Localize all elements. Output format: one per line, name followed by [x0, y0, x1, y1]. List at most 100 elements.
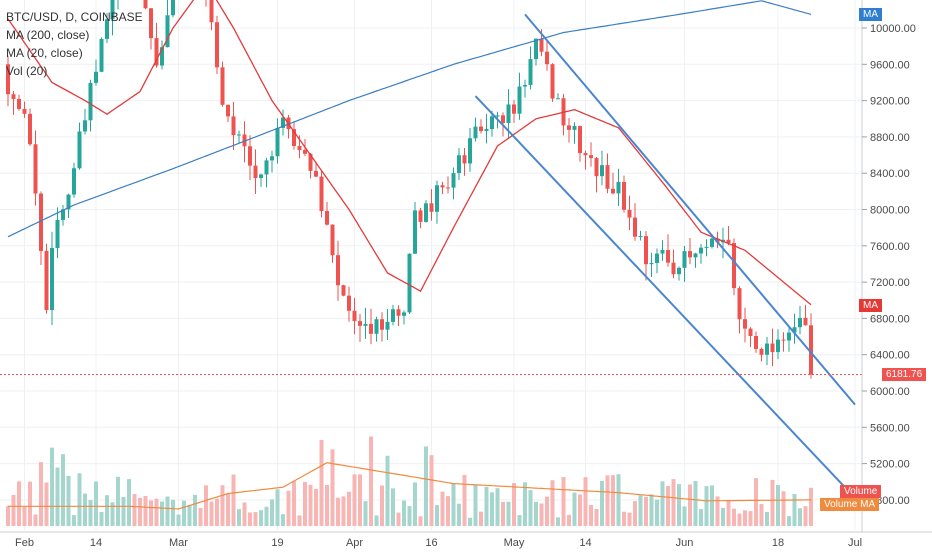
volume-bar: [160, 501, 164, 526]
volume-bar: [308, 484, 313, 526]
candle-body: [253, 165, 258, 179]
volume-bar: [204, 485, 208, 526]
candle-body: [776, 339, 780, 353]
volume-bar: [132, 494, 137, 526]
volume-bar: [6, 506, 10, 526]
y-tick-label: 7600.00: [870, 241, 910, 253]
candle-body: [325, 211, 329, 225]
candle-body: [17, 98, 21, 109]
candlesticks: [6, 0, 813, 379]
volume-bar: [374, 515, 379, 526]
volume-bar: [292, 481, 296, 526]
volume-bar: [407, 506, 412, 526]
candle-body: [754, 335, 758, 349]
candle-body: [781, 339, 786, 341]
candle-body: [770, 343, 775, 353]
volume-bar: [473, 484, 478, 526]
volume-bar: [578, 494, 582, 526]
volume-bar: [638, 495, 643, 526]
volume-bar: [363, 501, 368, 526]
candle-body: [336, 255, 340, 286]
candle-body: [539, 38, 544, 52]
candle-body: [303, 150, 307, 154]
channel-lower-line: [474, 95, 845, 487]
candle-body: [72, 168, 76, 195]
candle-body: [105, 19, 109, 39]
candle-body: [556, 98, 560, 100]
volume-bar: [605, 475, 610, 526]
candle-body: [501, 115, 505, 124]
y-tick-label: 9200.00: [870, 96, 910, 108]
y-tick-label: 10000.00: [870, 23, 916, 35]
candle-body: [149, 8, 153, 39]
volume-bar: [688, 484, 692, 526]
candle-body: [462, 155, 467, 164]
x-tick-label: 14: [90, 537, 102, 549]
volume-bar: [699, 509, 703, 526]
candle-body: [468, 138, 472, 164]
candle-body: [220, 67, 225, 105]
candle-body: [732, 242, 736, 289]
volume-bar: [413, 482, 417, 526]
symbol-label: BTC/USD, D, COINBASE: [6, 10, 143, 24]
volume-bar: [380, 485, 384, 526]
candle-body: [374, 319, 379, 334]
volume-bar: [259, 510, 263, 526]
volume-bar: [534, 501, 538, 526]
candle-body: [622, 182, 626, 210]
candle-body: [759, 348, 764, 355]
volume-bar: [39, 462, 43, 526]
candle-body: [677, 267, 681, 275]
candle-body: [682, 251, 687, 268]
x-tick-label: 18: [772, 537, 784, 549]
volume-bar: [765, 511, 769, 526]
candle-body: [275, 127, 280, 157]
candle-body: [594, 158, 599, 177]
volume-bar: [589, 504, 593, 526]
volume-bar: [759, 504, 764, 526]
candle-body: [402, 312, 406, 316]
candle-body: [803, 317, 808, 326]
candle-body: [6, 64, 10, 95]
x-tick-label: Jun: [676, 537, 694, 549]
volume-bar: [451, 483, 456, 526]
candle-body: [270, 156, 274, 161]
candle-body: [699, 247, 703, 254]
volume-bar: [209, 501, 214, 526]
candle-body: [660, 250, 665, 254]
candle-body: [715, 238, 720, 243]
volume-bar: [677, 484, 681, 526]
candle-body: [655, 253, 659, 263]
volume-bar: [748, 511, 753, 526]
candle-body: [88, 82, 93, 121]
volume-bar: [226, 493, 230, 526]
volume-bar: [94, 481, 98, 526]
candle-body: [264, 160, 269, 175]
candle-body: [704, 246, 709, 248]
candle-body: [710, 238, 714, 247]
candle-body: [429, 203, 434, 212]
volume-bar: [671, 479, 676, 526]
candle-body: [534, 38, 538, 60]
candle-body: [550, 64, 555, 99]
volume-bar: [50, 447, 54, 526]
volume-bar: [99, 511, 104, 526]
volume-bar: [457, 503, 461, 526]
volume-bar: [693, 481, 698, 526]
x-tick-label: May: [504, 537, 525, 549]
candle-body: [688, 251, 692, 258]
volume-bar: [330, 449, 335, 526]
volume-bar: [787, 516, 791, 526]
candle-body: [237, 134, 241, 136]
volume-bar: [622, 511, 626, 526]
candle-body: [319, 176, 324, 212]
volume-bar: [655, 499, 659, 526]
volume-bar: [424, 446, 428, 526]
volume-bar: [319, 439, 324, 526]
candle-body: [110, 0, 115, 20]
candle-body: [341, 285, 346, 296]
indicator-lines: [0, 0, 862, 510]
